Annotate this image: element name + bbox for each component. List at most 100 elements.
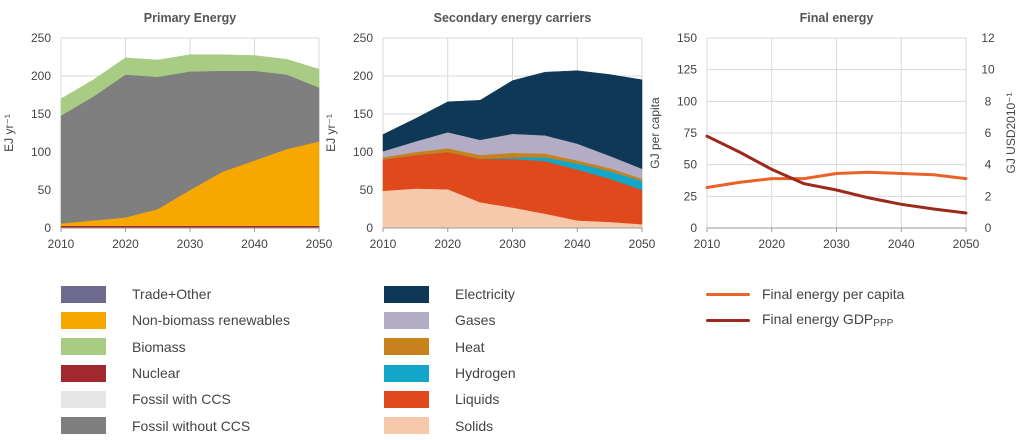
y-tick-label: 125 [677,63,697,77]
y-tick-label: 50 [38,183,52,197]
legend-item: Non-biomass renewables [61,307,290,333]
y-tick-label: 0 [690,221,697,235]
legend-label: Solids [455,417,494,434]
x-tick-label: 2030 [177,237,204,251]
y-tick-label: 75 [684,126,698,140]
legend-swatch [61,364,106,382]
x-tick-label: 2040 [888,237,915,251]
y-tick-label: 100 [353,145,373,159]
legend-item: Hydrogen [384,360,516,386]
legend-swatch [384,390,429,408]
legend-label: Non-biomass renewables [132,312,290,329]
x-tick-label: 2050 [953,237,980,251]
line-final-energy-gdp [705,134,968,215]
legend-swatch [384,285,429,303]
legend-label: Heat [455,338,485,355]
legend-primary: Trade+Other Non-biomass renewables Biomass… [61,281,290,439]
legend-label: Trade+Other [132,286,212,303]
y-right-tick-label: 6 [985,126,992,140]
legend-swatch [384,364,429,382]
legend-item: Electricity [384,281,516,307]
legend-label-subscript: PPP [873,318,894,330]
legend-label: Hydrogen [455,365,516,382]
legend-swatch [706,292,750,296]
legend-swatch [61,285,106,303]
chart-title: Final energy [800,11,874,25]
y-right-tick-label: 12 [981,31,995,45]
area-electricity [382,70,643,170]
y-tick-label: 150 [677,31,697,45]
x-tick-label: 2020 [758,237,785,251]
legend-item: Final energy per capita [706,281,904,307]
y-axis-label: GJ per capita [648,97,662,169]
legend-label: Final energy per capita [762,286,905,303]
x-tick-label: 2010 [48,237,75,251]
area-biomass [60,54,320,116]
x-tick-label: 2050 [306,237,333,251]
legend-swatch [61,417,106,435]
legend-label: Gases [455,312,496,329]
legend-swatch [384,417,429,435]
legend-label: Biomass [132,338,186,355]
y-right-tick-label: 0 [985,221,992,235]
legend-item: Solids [384,412,516,438]
legend-swatch [384,311,429,329]
chart-panel-3: 0 25 50 75 100 125 150 2010 2020 2030 2040 2050 0 2 4 6… [648,11,1018,251]
x-tick-label: 2030 [499,237,526,251]
legend-item: Trade+Other [61,281,290,307]
y-tick-label: 150 [353,107,373,121]
legend-item: Final energy GDPPPP [706,307,904,333]
y-tick-label: 250 [31,31,51,45]
x-tick-label: 2020 [434,237,461,251]
legend-label: Final energy GDPPPP [762,311,894,330]
legend-item: Liquids [384,386,516,412]
y-right-tick-label: 8 [985,94,992,108]
y-tick-label: 200 [353,69,373,83]
y-tick-label: 50 [684,158,698,172]
y-tick-label: 200 [31,69,51,83]
y-tick-label: 25 [684,189,698,203]
y-right-tick-label: 10 [981,63,995,77]
y-right-tick-label: 2 [985,189,992,203]
x-tick-label: 2020 [112,237,139,251]
x-tick-label: 2040 [241,237,268,251]
y-tick-label: 100 [31,145,51,159]
chart-title: Secondary energy carriers [434,11,592,25]
x-tick-label: 2040 [564,237,591,251]
chart-panel-2: 0 50 100 150 200 250 2010 2020 2030 2040 2050 Secon… [324,11,656,251]
legend-secondary: Electricity Gases Heat Hydrogen Liquids Solid… [384,281,516,439]
legend-label: Fossil without CCS [132,417,251,434]
y-tick-label: 100 [677,94,697,108]
legend-swatch [384,338,429,356]
y-tick-label: 50 [360,183,374,197]
legend-item: Nuclear [61,360,290,386]
legend-swatch [61,390,106,408]
line-final-energy-per-capita [705,170,968,189]
chart-panel-1: 0 50 100 150 200 250 2010 2020 2030 2040 2050 Prima… [2,11,333,251]
legend-label: Fossil with CCS [132,391,231,408]
x-tick-label: 2030 [823,237,850,251]
x-tick-label: 2050 [629,237,656,251]
y-axis-label: EJ yr⁻¹ [2,114,16,152]
chart-title: Primary Energy [144,11,236,25]
legend-item: Fossil with CCS [61,386,290,412]
legend-label: Liquids [455,391,500,408]
y-tick-label: 150 [31,107,51,121]
legend-item: Biomass [61,334,290,360]
legend-item: Gases [384,307,516,333]
legend-item: Heat [384,334,516,360]
legend-label: Electricity [455,286,515,303]
legend-item: Fossil without CCS [61,412,290,438]
legend-swatch [706,318,750,322]
y-tick-label: 0 [44,221,51,235]
legend-swatch [61,338,106,356]
legend-label: Nuclear [132,365,181,382]
x-tick-label: 2010 [694,237,721,251]
y-tick-label: 250 [353,31,373,45]
legend-swatch [61,311,106,329]
y-right-axis-label: GJ USD2010⁻¹ [1004,92,1018,173]
y-right-tick-label: 4 [985,158,992,172]
y-axis-label: EJ yr⁻¹ [324,114,338,152]
legend-final: Final energy per capita Final energy GDPP… [706,281,904,334]
